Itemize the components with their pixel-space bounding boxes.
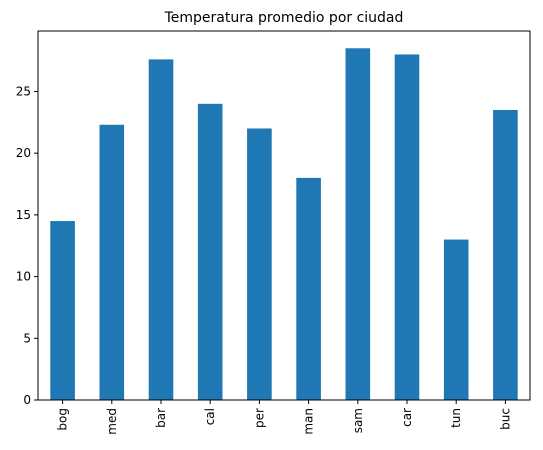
bar-car xyxy=(394,54,420,401)
y-tick-label-10: 10 xyxy=(16,270,31,284)
y-axis: 0 5 10 15 20 25 xyxy=(16,84,38,407)
x-tick-label-cal: cal xyxy=(203,408,217,425)
x-tick-label-sam: sam xyxy=(351,408,365,433)
x-tick-label-bar: bar xyxy=(154,408,168,428)
y-tick-label-20: 20 xyxy=(16,146,31,160)
bar-bar xyxy=(148,59,174,401)
chart-title: Temperatura promedio por ciudad xyxy=(164,10,404,26)
bars-group xyxy=(50,48,518,401)
x-tick-label-bog: bog xyxy=(56,408,70,431)
bar-cal xyxy=(197,103,223,400)
y-tick-label-0: 0 xyxy=(23,393,31,407)
bar-buc xyxy=(493,109,518,400)
x-tick-label-man: man xyxy=(302,408,316,435)
x-tick-label-tun: tun xyxy=(449,408,463,428)
y-tick-label-5: 5 xyxy=(23,331,31,345)
y-tick-label-25: 25 xyxy=(16,84,31,98)
x-tick-label-per: per xyxy=(252,408,266,428)
bar-bog xyxy=(50,221,75,400)
x-tick-label-buc: buc xyxy=(498,408,512,430)
plot-frame xyxy=(37,30,531,401)
x-tick-label-car: car xyxy=(400,408,414,427)
bar-per xyxy=(247,128,272,400)
bar-man xyxy=(296,177,321,400)
bar-sam xyxy=(345,48,371,401)
x-axis: bog med bar cal per man sam car tun buc xyxy=(56,400,512,435)
bar-tun xyxy=(443,239,469,400)
x-tick-label-med: med xyxy=(105,408,119,435)
y-tick-label-15: 15 xyxy=(16,208,31,222)
bar-med xyxy=(99,124,125,401)
